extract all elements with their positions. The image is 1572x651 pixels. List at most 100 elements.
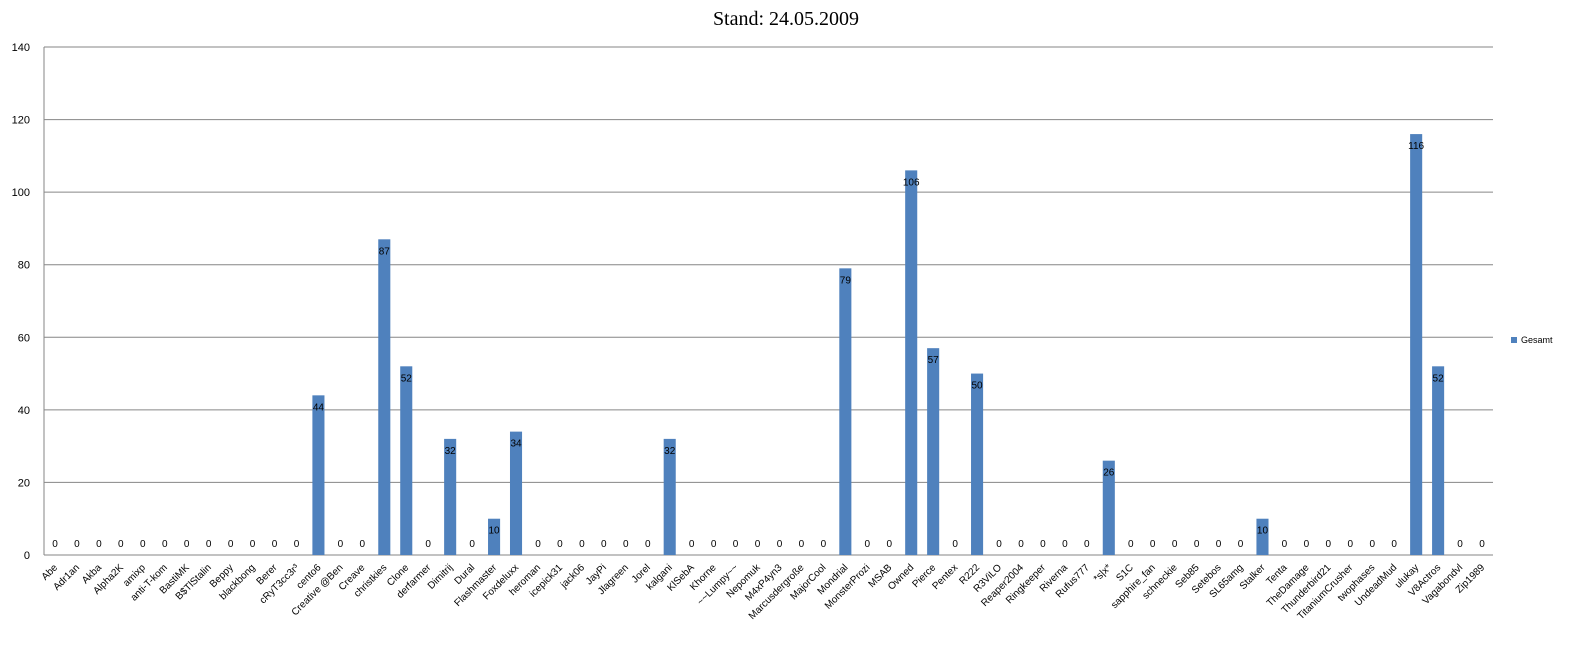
y-tick-label: 0 xyxy=(24,550,30,562)
y-tick-label: 100 xyxy=(12,187,30,199)
data-label: 0 xyxy=(1040,539,1046,550)
data-label: 10 xyxy=(489,526,501,537)
data-label: 0 xyxy=(1479,539,1485,550)
data-labels: 0 0 0 0 0 0 0 0 0 0 0 0 44 0 0 87 52 0 32 0 10 34 0 0 0 0 0 0 32 0 0 0 0… xyxy=(52,141,1485,550)
gridlines xyxy=(43,46,1493,556)
bar xyxy=(663,438,676,555)
data-label: 0 xyxy=(865,539,871,550)
data-label: 0 xyxy=(140,539,146,550)
data-label: 0 xyxy=(886,539,892,550)
data-label: 0 xyxy=(206,539,212,550)
data-label: 0 xyxy=(579,539,585,550)
data-label: 0 xyxy=(162,539,168,550)
y-tick-label: 120 xyxy=(12,115,30,127)
data-label: 0 xyxy=(1216,539,1222,550)
x-tick-label: Dimitrij xyxy=(426,562,455,591)
bar xyxy=(971,373,984,555)
data-label: 0 xyxy=(469,539,475,550)
data-label: 0 xyxy=(1172,539,1178,550)
data-label: 0 xyxy=(96,539,102,550)
data-label: 116 xyxy=(1408,141,1424,152)
data-label: 0 xyxy=(1326,539,1332,550)
data-label: 0 xyxy=(535,539,541,550)
data-label: 0 xyxy=(1084,539,1090,550)
data-label: 0 xyxy=(338,539,344,550)
data-label: 0 xyxy=(294,539,300,550)
data-label: 0 xyxy=(623,539,629,550)
legend-label: Gesamt xyxy=(1521,335,1553,345)
x-axis-ticks: AbeAdr1anAkbaAlpha2Kamixpanti-T-komBasti… xyxy=(40,562,1488,622)
data-label: 0 xyxy=(1238,539,1244,550)
data-label: 0 xyxy=(1304,539,1310,550)
bar xyxy=(1102,460,1115,555)
data-label: 79 xyxy=(840,275,852,286)
data-label: 0 xyxy=(1369,539,1375,550)
bar xyxy=(378,239,391,556)
bar xyxy=(488,518,501,555)
bar xyxy=(839,268,852,555)
bars xyxy=(312,134,1445,556)
y-tick-label: 40 xyxy=(18,405,30,417)
data-label: 0 xyxy=(425,539,431,550)
data-label: 0 xyxy=(952,539,958,550)
bar xyxy=(927,348,940,555)
data-label: 32 xyxy=(445,446,457,457)
data-label: 50 xyxy=(972,381,984,392)
data-label: 0 xyxy=(799,539,805,550)
y-tick-label: 20 xyxy=(18,477,30,489)
data-label: 44 xyxy=(313,402,325,413)
data-label: 0 xyxy=(1018,539,1024,550)
bar xyxy=(1256,518,1269,555)
data-label: 0 xyxy=(777,539,783,550)
data-label: 26 xyxy=(1103,468,1115,479)
data-label: 0 xyxy=(184,539,190,550)
bar xyxy=(509,431,523,555)
data-label: 106 xyxy=(903,177,920,188)
x-tick-label: *s|x* xyxy=(1092,562,1114,584)
x-tick-label: jack06 xyxy=(558,562,587,591)
data-label: 0 xyxy=(118,539,124,550)
data-label: 34 xyxy=(510,439,522,450)
x-tick-label: Stalker xyxy=(1238,562,1268,592)
bar xyxy=(400,366,413,555)
data-label: 0 xyxy=(557,539,563,550)
data-label: 0 xyxy=(1348,539,1354,550)
data-label: 0 xyxy=(1391,539,1397,550)
y-tick-label: 60 xyxy=(18,332,30,344)
data-label: 0 xyxy=(733,539,739,550)
data-label: 0 xyxy=(689,539,695,550)
legend-swatch xyxy=(1511,337,1517,343)
bar xyxy=(905,170,918,555)
data-label: 57 xyxy=(928,355,940,366)
data-label: 0 xyxy=(360,539,366,550)
y-tick-label: 140 xyxy=(12,42,30,54)
chart-title: Stand: 24.05.2009 xyxy=(712,8,860,30)
legend: Gesamt xyxy=(1511,335,1553,345)
data-label: 0 xyxy=(821,539,827,550)
data-label: 0 xyxy=(1194,539,1200,550)
data-label: 0 xyxy=(1150,539,1156,550)
bar xyxy=(444,438,457,555)
data-label: 0 xyxy=(272,539,278,550)
data-label: 52 xyxy=(1433,373,1445,384)
data-label: 0 xyxy=(711,539,717,550)
data-label: 0 xyxy=(228,539,234,550)
y-tick-label: 80 xyxy=(18,260,30,272)
data-label: 0 xyxy=(755,539,761,550)
bar xyxy=(312,395,325,555)
data-label: 0 xyxy=(74,539,80,550)
bar xyxy=(1432,366,1445,555)
data-label: 0 xyxy=(645,539,651,550)
data-label: 0 xyxy=(1282,539,1288,550)
data-label: 0 xyxy=(601,539,607,550)
data-label: 0 xyxy=(1457,539,1463,550)
data-label: 0 xyxy=(1128,539,1134,550)
data-label: 0 xyxy=(52,539,58,550)
bar xyxy=(1410,134,1423,556)
data-label: 0 xyxy=(250,539,256,550)
y-axis-ticks: 0 20 40 60 80 100 120 140 xyxy=(12,42,30,562)
data-label: 10 xyxy=(1257,526,1269,537)
data-label: 87 xyxy=(379,246,391,257)
data-label: 0 xyxy=(996,539,1002,550)
